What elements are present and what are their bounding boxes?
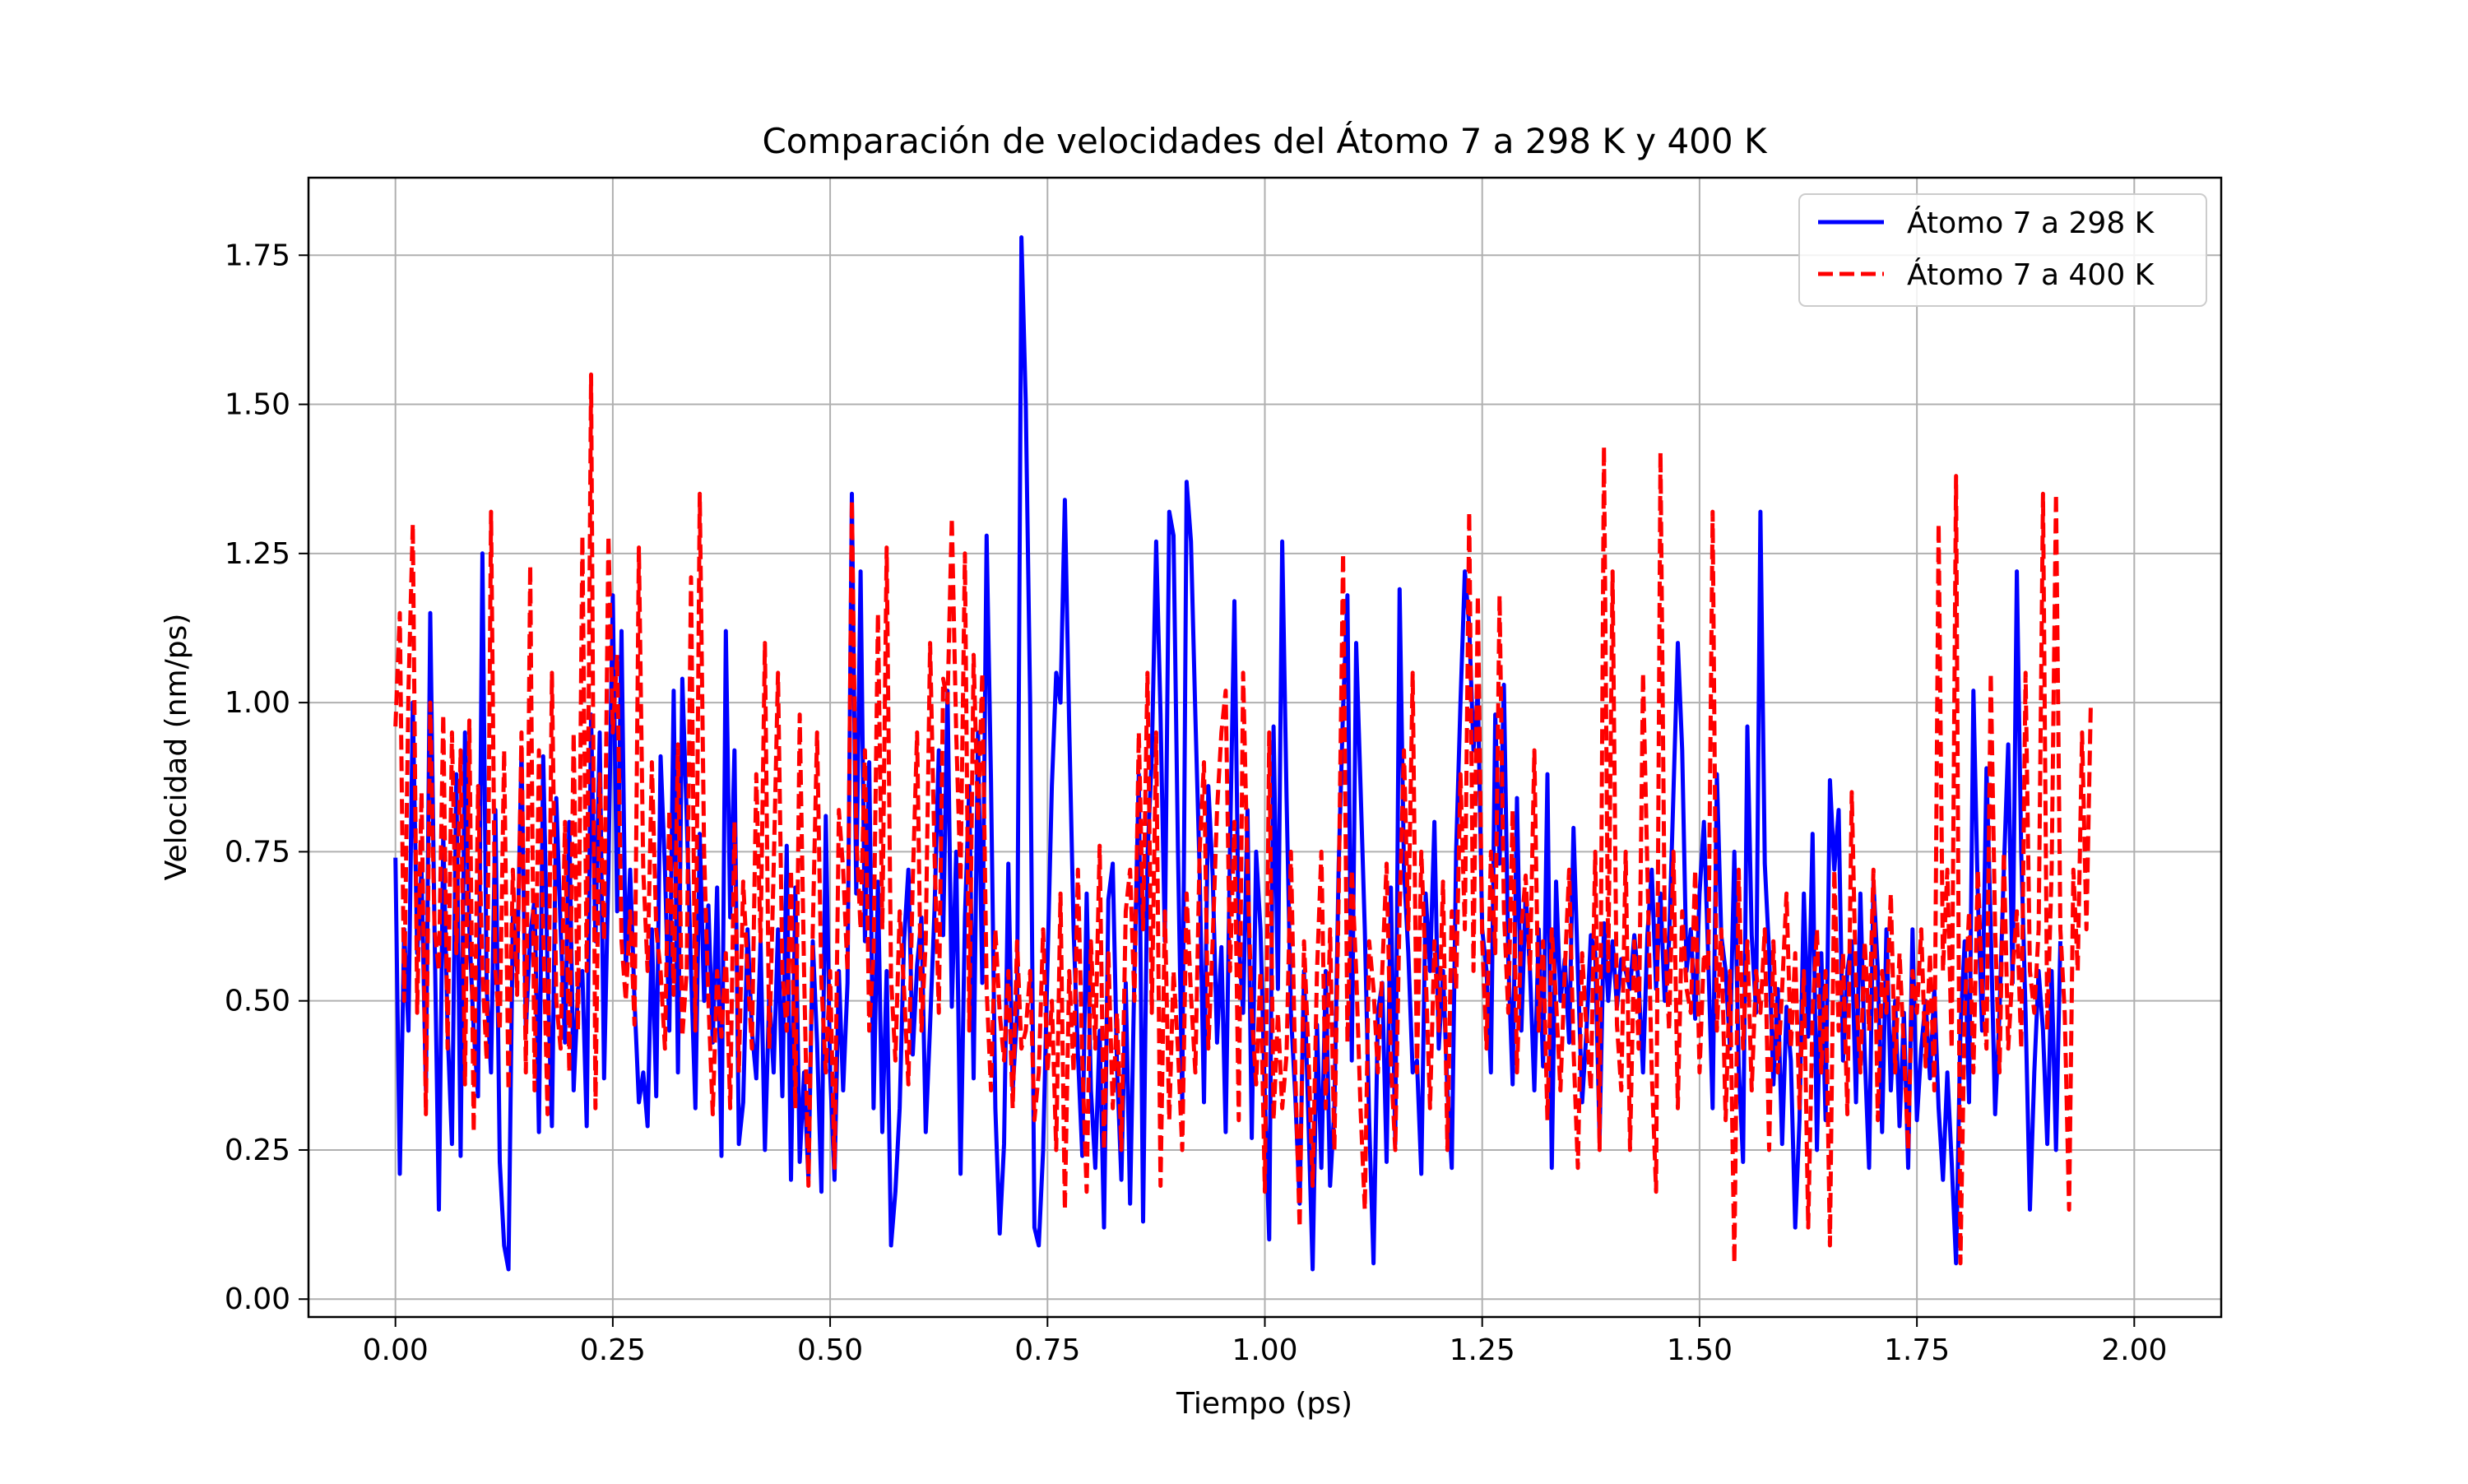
- y-axis: 0.00 0.25 0.50 0.75 1.00 1.25 1.50 1.75: [225, 239, 308, 1316]
- y-axis-label: Velocidad (nm/ps): [160, 614, 193, 881]
- series-layer: [393, 235, 2093, 1272]
- x-tick-label: 0.75: [1014, 1333, 1080, 1367]
- legend-label-298k: Átomo 7 a 298 K: [1907, 206, 2155, 240]
- y-tick-label: 1.50: [225, 388, 290, 422]
- series-line-298k: [393, 235, 2062, 1272]
- y-tick-label: 1.75: [225, 239, 290, 272]
- legend-frame: [1798, 193, 2207, 307]
- y-tick-label: 0.00: [225, 1282, 290, 1316]
- x-axis: 0.00 0.25 0.50 0.75 1.00 1.25 1.50 1.75 2.00: [363, 1317, 2167, 1367]
- y-tick-label: 1.00: [225, 686, 290, 720]
- x-tick-label: 2.00: [2101, 1333, 2167, 1367]
- x-tick-label: 1.50: [1667, 1333, 1733, 1367]
- x-tick-label: 1.25: [1450, 1333, 1515, 1367]
- y-tick-label: 1.25: [225, 537, 290, 571]
- series-line-400k: [393, 372, 2093, 1266]
- x-tick-label: 0.50: [797, 1333, 863, 1367]
- legend-label-400k: Átomo 7 a 400 K: [1907, 257, 2155, 292]
- x-tick-label: 1.75: [1884, 1333, 1950, 1367]
- x-tick-label: 0.00: [363, 1333, 429, 1367]
- x-tick-label: 0.25: [580, 1333, 646, 1367]
- y-tick-label: 0.50: [225, 985, 290, 1018]
- x-tick-label: 1.00: [1232, 1333, 1297, 1367]
- y-tick-label: 0.25: [225, 1134, 290, 1167]
- legend: Átomo 7 a 298 K Átomo 7 a 400 K: [1798, 193, 2207, 307]
- x-axis-label: Tiempo (ps): [1176, 1387, 1352, 1421]
- chart-title: Comparación de velocidades del Átomo 7 a…: [762, 120, 1767, 161]
- y-tick-label: 0.75: [225, 835, 290, 869]
